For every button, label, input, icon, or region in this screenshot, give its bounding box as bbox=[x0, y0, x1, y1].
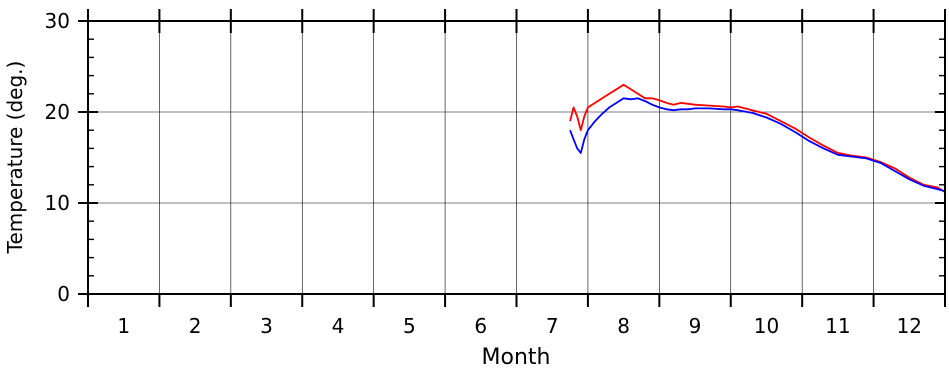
x-axis-title: Month bbox=[482, 345, 551, 370]
series-line-1 bbox=[569, 83, 946, 193]
y-axis-title: Temperature (deg.) bbox=[3, 61, 27, 255]
grid bbox=[87, 20, 946, 295]
axes bbox=[78, 9, 946, 307]
x-tick-label: 3 bbox=[260, 314, 273, 338]
series-line-2 bbox=[569, 97, 946, 193]
x-tick-label: 1 bbox=[117, 314, 130, 338]
y-tick-label: 20 bbox=[45, 100, 70, 124]
y-tick-label: 0 bbox=[57, 282, 70, 306]
x-tick-label: 9 bbox=[689, 314, 702, 338]
series-lines bbox=[569, 83, 946, 193]
x-tick-label: 5 bbox=[403, 314, 416, 338]
x-tick-label: 10 bbox=[754, 314, 779, 338]
x-tick-label: 8 bbox=[617, 314, 630, 338]
x-tick-label: 4 bbox=[332, 314, 345, 338]
x-tick-label: 7 bbox=[546, 314, 559, 338]
y-tick-label: 10 bbox=[45, 191, 70, 215]
x-tick-label: 12 bbox=[897, 314, 922, 338]
x-tick-label: 2 bbox=[189, 314, 202, 338]
x-tick-label: 6 bbox=[474, 314, 487, 338]
x-tick-label: 11 bbox=[825, 314, 850, 338]
y-tick-label: 30 bbox=[45, 9, 70, 33]
